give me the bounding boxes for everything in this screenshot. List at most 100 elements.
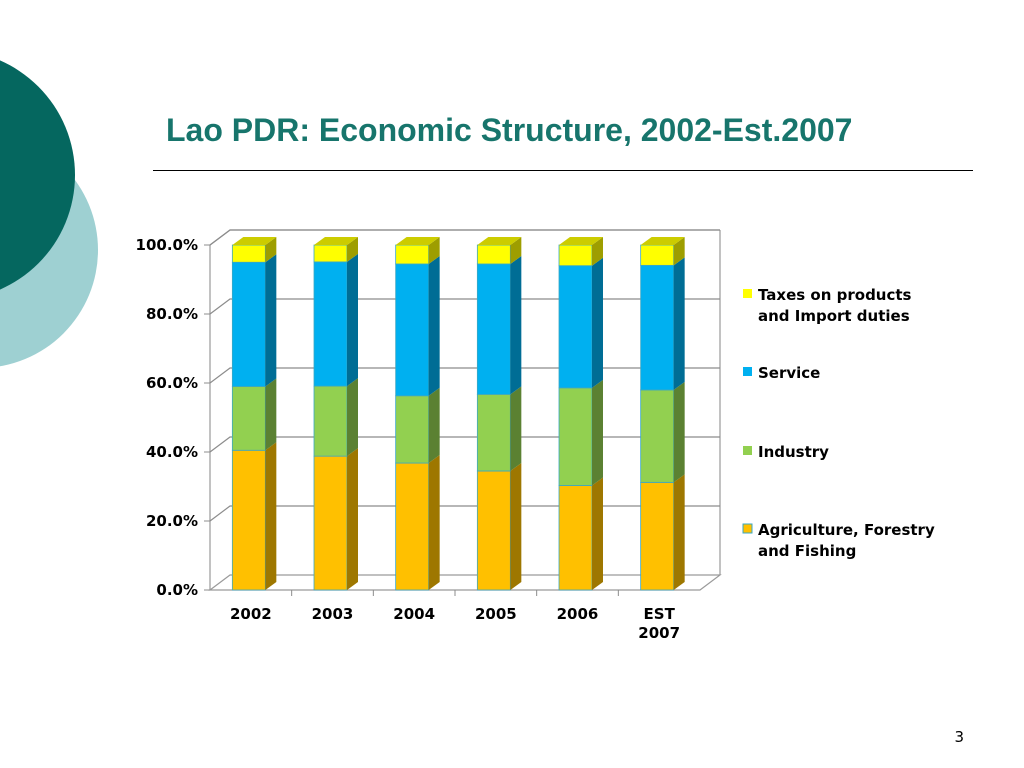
bar-top-face xyxy=(314,237,358,245)
legend-label: and Fishing xyxy=(758,542,856,560)
slide-title: Lao PDR: Economic Structure, 2002-Est.20… xyxy=(166,112,853,148)
x-tick-label: EST xyxy=(644,605,676,623)
bar-segment xyxy=(558,244,593,267)
y-tick-label: 80.0% xyxy=(146,305,198,323)
legend-label: Taxes on products xyxy=(758,286,912,304)
y-tick-label: 40.0% xyxy=(146,443,198,461)
x-tick-label: 2006 xyxy=(557,605,599,623)
bar-segment xyxy=(476,244,511,265)
bar-side-face xyxy=(510,462,522,590)
bar-segment xyxy=(395,244,430,265)
bar-top-face xyxy=(559,237,603,245)
decorative-circles xyxy=(0,60,98,367)
bar-top-face xyxy=(477,237,522,245)
legend-label: and Import duties xyxy=(758,307,910,325)
y-tick-label: 60.0% xyxy=(146,374,198,392)
chart-gridlines xyxy=(204,229,720,596)
bar-side-face xyxy=(347,253,358,387)
bar-side-face xyxy=(673,257,685,390)
bar-side-face xyxy=(592,477,603,590)
back-wall-top xyxy=(209,229,720,246)
dark-teal-circle xyxy=(0,60,75,290)
bar-top-face xyxy=(640,237,685,245)
bar-stack xyxy=(476,237,522,591)
bar-segment xyxy=(313,244,348,263)
bar-segment xyxy=(640,481,675,591)
bar-segment xyxy=(640,389,675,483)
bar-side-face xyxy=(592,379,603,486)
x-tick-label: 2005 xyxy=(475,605,517,623)
bar-side-face xyxy=(510,255,522,395)
bar-stack xyxy=(395,237,440,591)
bar-side-face xyxy=(347,448,358,590)
bar-segment xyxy=(395,395,430,464)
legend-label: Service xyxy=(758,364,820,382)
bar-side-face xyxy=(265,378,277,451)
bar-segment xyxy=(395,462,430,591)
bar-side-face xyxy=(592,257,603,388)
bar-side-face xyxy=(265,237,277,263)
gridline xyxy=(209,229,720,246)
bar-side-face xyxy=(592,237,603,266)
bar-segment xyxy=(476,393,511,472)
gridline xyxy=(209,436,720,453)
x-tick-label: 2002 xyxy=(230,605,272,623)
legend-label: Industry xyxy=(758,443,829,461)
y-tick-label: 20.0% xyxy=(146,512,198,530)
bar-stack xyxy=(558,237,603,591)
bar-segment xyxy=(558,387,593,486)
title-divider xyxy=(153,170,973,171)
bar-segment xyxy=(476,263,511,395)
bar-side-face xyxy=(673,474,685,590)
bar-segment xyxy=(313,261,348,387)
legend-swatch xyxy=(742,523,753,534)
gridline xyxy=(209,367,720,384)
bar-side-face xyxy=(428,255,440,396)
bar-segment xyxy=(313,455,348,591)
bar-side-face xyxy=(673,237,685,266)
bar-segment xyxy=(395,263,430,397)
bar-segment xyxy=(558,265,593,389)
chart-bars xyxy=(231,237,685,591)
y-tick-label: 0.0% xyxy=(156,581,198,599)
legend-item: Service xyxy=(743,364,820,382)
bar-segment xyxy=(640,264,675,391)
y-axis-tick-labels: 0.0% 20.0% 40.0% 60.0% 80.0% 100.0% xyxy=(136,236,198,599)
bar-segment xyxy=(558,485,593,591)
bar-segment xyxy=(640,244,675,266)
legend-swatch xyxy=(743,446,752,455)
chart-legend: Taxes on products and Import duties Servic… xyxy=(742,286,935,560)
bar-side-face xyxy=(265,442,277,590)
x-tick-label: 2004 xyxy=(393,605,435,623)
bar-side-face xyxy=(428,387,440,464)
gridline xyxy=(209,505,720,522)
bar-side-face xyxy=(347,378,358,457)
bar-side-face xyxy=(510,237,522,264)
bar-side-face xyxy=(347,237,358,262)
bar-segment xyxy=(231,261,266,387)
bar-side-face xyxy=(428,237,440,264)
legend-label: Agriculture, Forestry xyxy=(758,521,935,539)
bar-side-face xyxy=(510,386,522,471)
bar-top-face xyxy=(232,237,277,245)
bar-stack xyxy=(313,237,358,591)
bar-side-face xyxy=(265,254,277,387)
legend-swatch xyxy=(743,289,752,298)
slide-number: 3 xyxy=(954,728,964,746)
legend-item: Industry xyxy=(743,443,829,461)
x-tick-label: 2003 xyxy=(312,605,354,623)
bar-top-face xyxy=(395,237,440,245)
bar-stack xyxy=(640,237,685,591)
x-tick-label: 2007 xyxy=(638,624,680,642)
gridline xyxy=(209,298,720,315)
bar-segment xyxy=(231,386,266,451)
y-tick-label: 100.0% xyxy=(136,236,198,254)
bar-side-face xyxy=(428,455,440,590)
bar-segment xyxy=(231,244,266,263)
bar-segment xyxy=(231,449,266,591)
bar-stack xyxy=(231,237,277,591)
bar-segment xyxy=(476,470,511,591)
legend-swatch xyxy=(743,367,752,376)
